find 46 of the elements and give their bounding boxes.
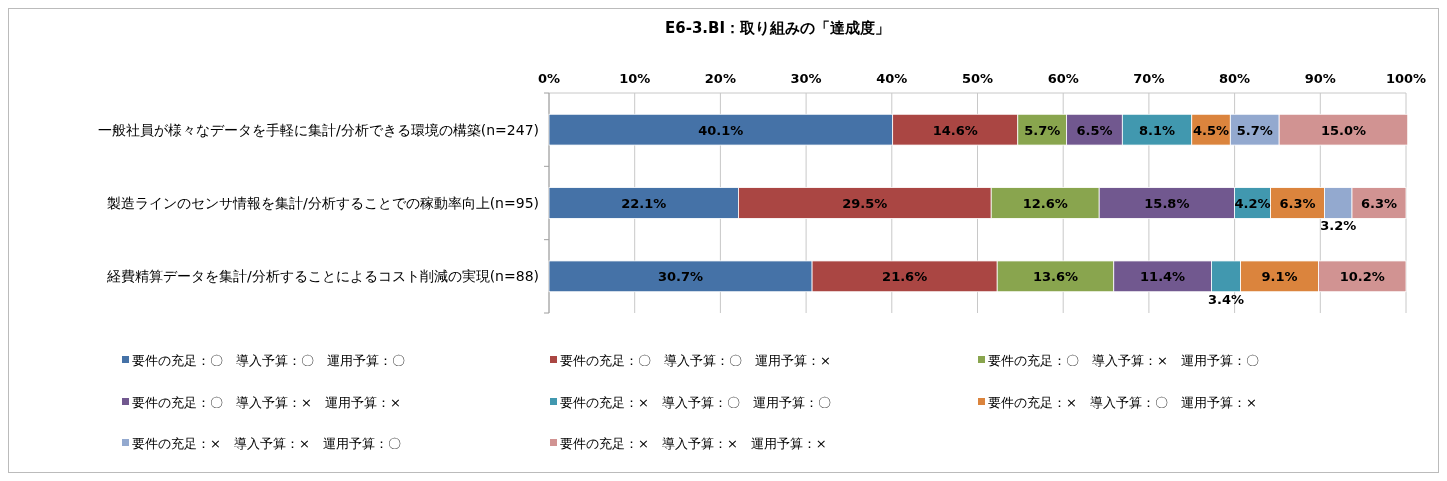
x-tick-label: 100%: [1385, 71, 1427, 86]
data-label: 10.2%: [1339, 269, 1385, 285]
data-label: 40.1%: [698, 122, 744, 138]
data-label: 4.2%: [1234, 196, 1271, 211]
data-label: 6.5%: [1076, 122, 1113, 138]
data-label: 22.1%: [621, 196, 667, 211]
data-label: 6.3%: [1279, 196, 1316, 211]
data-label: 21.6%: [882, 269, 928, 285]
data-label: 4.5%: [1193, 122, 1230, 138]
legend-label: 要件の充足：× 導入予算：〇 運用予算：〇: [560, 395, 831, 410]
data-label: 3.4%: [1208, 291, 1245, 307]
legend-label: 要件の充足：〇 導入予算：〇 運用予算：〇: [132, 353, 405, 368]
x-tick-label: 20%: [704, 71, 736, 86]
data-label: 15.8%: [1144, 196, 1190, 211]
y-tick-label: 製造ラインのセンサ情報を集計/分析することでの稼動率向上(n=95): [106, 195, 539, 211]
x-tick-label: 40%: [876, 71, 908, 86]
data-label: 3.2%: [1320, 218, 1357, 234]
data-label: 9.1%: [1261, 269, 1298, 285]
x-tick-label: 90%: [1304, 71, 1336, 86]
x-tick-label: 10%: [619, 71, 651, 86]
legend-label: 要件の充足：〇 導入予算：× 運用予算：〇: [988, 353, 1259, 368]
data-label: 29.5%: [842, 196, 888, 211]
data-label: 14.6%: [932, 122, 978, 138]
data-label: 11.4%: [1140, 269, 1186, 285]
legend-label: 要件の充足：〇 導入予算：〇 運用予算：×: [560, 353, 831, 368]
legend-label: 要件の充足：× 導入予算：〇 運用予算：×: [988, 395, 1257, 410]
x-tick-label: 70%: [1133, 71, 1165, 86]
legend-label: 要件の充足：× 導入予算：× 運用予算：×: [560, 436, 827, 451]
y-tick-label: 一般社員が様々なデータを手軽に集計/分析できる環境の構築(n=247): [98, 121, 539, 138]
data-label: 15.0%: [1320, 122, 1366, 138]
x-tick-label: 50%: [961, 71, 994, 86]
legend-label: 要件の充足：× 導入予算：× 運用予算：〇: [132, 436, 401, 451]
x-tick-label: 80%: [1219, 71, 1251, 86]
chart-title: E6-3.BI：取り組みの「達成度」: [664, 19, 891, 37]
x-tick-label: 60%: [1047, 71, 1079, 86]
data-label: 12.6%: [1022, 196, 1068, 211]
y-tick-label: 経費精算データを集計/分析することによるコスト削減の実現(n=88): [105, 268, 539, 285]
x-tick-label: 0%: [537, 71, 561, 86]
x-tick-label: 30%: [790, 71, 822, 86]
data-label: 13.6%: [1032, 269, 1079, 285]
data-label: 5.7%: [1024, 122, 1061, 138]
data-label: 8.1%: [1139, 122, 1176, 138]
data-label: 5.7%: [1236, 122, 1273, 138]
data-label: 6.3%: [1360, 196, 1398, 211]
legend-label: 要件の充足：〇 導入予算：× 運用予算：×: [132, 395, 401, 410]
data-label: 30.7%: [657, 269, 704, 285]
